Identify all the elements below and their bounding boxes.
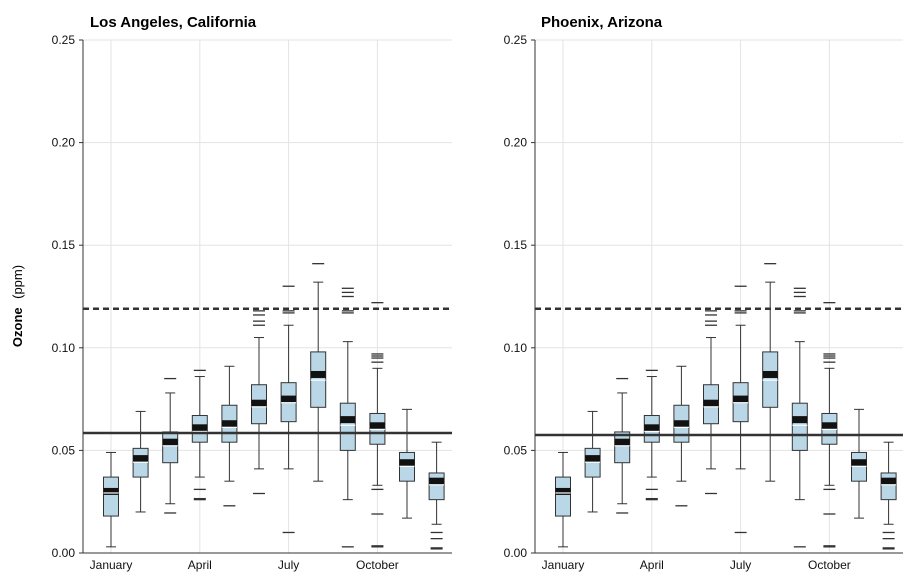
box-month-5 [221, 365, 238, 507]
y-axis-label-text: Ozone (ppm) [9, 265, 26, 347]
median-band [340, 416, 356, 424]
median-band [585, 455, 601, 463]
median-band [221, 420, 237, 428]
y-tick-label: 0.05 [52, 443, 76, 457]
box-month-9 [339, 287, 356, 548]
x-tick-label: July [278, 558, 299, 572]
median-band [644, 424, 660, 432]
y-tick-label: 0.10 [52, 341, 76, 355]
box-month-3 [162, 377, 179, 514]
median-band [133, 455, 149, 463]
x-tick-label: October [356, 558, 399, 572]
box-month-12 [880, 441, 897, 550]
box-month-1 [555, 451, 571, 548]
x-tick-label: April [188, 558, 212, 572]
box-month-4 [191, 369, 208, 501]
median-band [369, 422, 385, 430]
panel-title: Phoenix, Arizona [541, 14, 663, 31]
median-band [103, 487, 119, 495]
median-band [281, 395, 297, 403]
box-month-7 [732, 285, 749, 534]
box-month-6 [703, 310, 719, 495]
y-tick-label: 0.05 [504, 443, 528, 457]
iqr-box [428, 472, 445, 501]
box-month-9 [791, 287, 808, 548]
y-axis-label: Ozone (ppm) [9, 265, 26, 347]
median-band [614, 438, 630, 446]
iqr-box [162, 431, 179, 464]
x-tick-label: January [90, 558, 133, 572]
y-tick-label: 0.10 [504, 341, 528, 355]
median-band [555, 487, 571, 495]
iqr-box [339, 402, 356, 451]
x-tick-label: July [730, 558, 751, 572]
y-tick-label: 0.20 [52, 136, 76, 150]
box-month-6 [251, 310, 267, 495]
y-tick-label: 0.00 [52, 546, 76, 560]
y-tick-label: 0.25 [504, 33, 528, 47]
box-month-2 [584, 410, 601, 513]
x-tick-label: April [640, 558, 664, 572]
panel-title: Los Angeles, California [90, 14, 257, 31]
x-tick-label: October [808, 558, 851, 572]
x-tick-label: January [542, 558, 585, 572]
median-band [251, 399, 267, 407]
median-band [310, 370, 326, 378]
median-band [792, 416, 808, 424]
y-tick-label: 0.25 [52, 33, 76, 47]
median-band [821, 422, 837, 430]
y-axis-label-unit: (ppm) [10, 265, 25, 299]
iqr-box [614, 431, 631, 464]
iqr-box [555, 476, 571, 517]
median-band [733, 395, 749, 403]
iqr-box [103, 476, 119, 517]
panel-los-angeles: Los Angeles, California 0.00 0.05 0.10 0.15… [52, 14, 452, 572]
y-tick-label: 0.00 [504, 546, 528, 560]
median-band [399, 459, 415, 467]
median-band [762, 370, 778, 378]
box-month-8 [310, 263, 327, 482]
median-band [673, 420, 689, 428]
median-band [192, 424, 208, 432]
median-band [851, 459, 867, 467]
iqr-box [791, 402, 808, 451]
median-band [429, 477, 445, 485]
panel-phoenix: Phoenix, Arizona 0.00 0.05 0.10 0.15 0.20 0.2… [504, 14, 903, 572]
y-axis-label-bold: Ozone [10, 307, 25, 347]
median-band [162, 438, 178, 446]
median-band [703, 399, 719, 407]
iqr-box [880, 472, 897, 501]
box-month-8 [762, 263, 779, 482]
box-month-2 [132, 410, 149, 513]
box-month-10 [369, 302, 386, 548]
y-tick-label: 0.20 [504, 136, 528, 150]
box-month-11 [399, 408, 415, 519]
y-tick-label: 0.15 [504, 238, 528, 252]
box-month-10 [821, 302, 838, 548]
box-month-11 [851, 408, 867, 519]
box-month-7 [280, 285, 297, 534]
y-tick-label: 0.15 [52, 238, 76, 252]
median-band [881, 477, 897, 485]
box-month-3 [614, 377, 631, 514]
box-month-12 [428, 441, 445, 550]
box-month-5 [673, 365, 690, 507]
box-month-1 [103, 451, 119, 548]
